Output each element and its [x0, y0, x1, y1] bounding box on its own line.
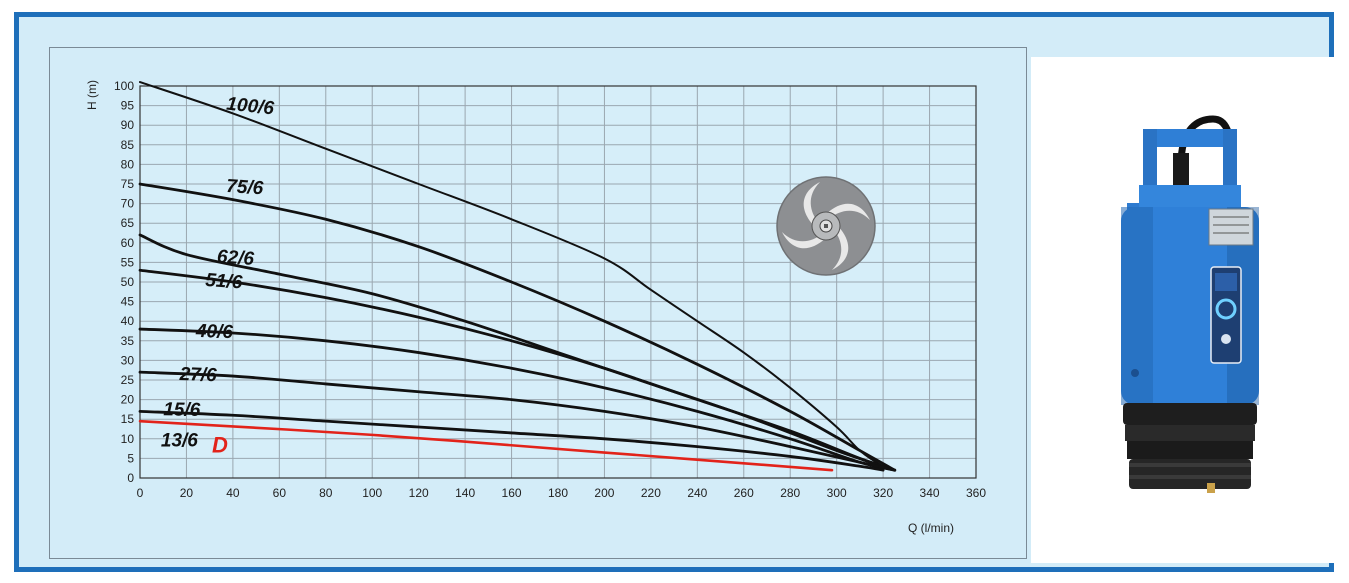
x-tick-label: 360	[966, 486, 986, 500]
pump-curve-chart: 0 20 40 60 80 100 120 140 160 180 200 220 240 260 280 3…	[85, 79, 986, 535]
x-tick-label: 240	[687, 486, 707, 500]
x-tick-label: 20	[180, 486, 194, 500]
curve-labels: 100/6 75/6 62/651/6 40/6 27/6 15/6 13/6 D	[161, 94, 275, 458]
curve-13-6	[138, 419, 834, 472]
curves	[138, 81, 897, 472]
impeller-illustration	[776, 176, 876, 276]
x-tick-label: 120	[409, 486, 429, 500]
ticks: 0 20 40 60 80 100 120 140 160 180 200 220 240 260 280 3…	[114, 79, 986, 500]
y-tick-label: 70	[121, 197, 135, 211]
y-tick-label: 100	[114, 79, 134, 93]
curve-75-6	[138, 182, 897, 472]
y-tick-label: 95	[121, 99, 135, 113]
y-tick-label: 80	[121, 157, 135, 171]
y-tick-label: 10	[121, 432, 135, 446]
y-tick-label: 85	[121, 138, 135, 152]
y-tick-label: 55	[121, 255, 135, 269]
pump-photo-panel	[1031, 57, 1341, 563]
y-tick-label: 50	[121, 275, 135, 289]
x-tick-label: 180	[548, 486, 568, 500]
submersible-pump-photo	[1121, 115, 1259, 493]
curve-51-6	[138, 268, 897, 472]
x-tick-label: 220	[641, 486, 661, 500]
curve-label-40-6: 40/6	[195, 321, 234, 343]
curve-label-13-6: 13/6	[161, 431, 198, 452]
x-tick-label: 260	[734, 486, 754, 500]
curve-27-6	[138, 370, 897, 472]
curve-40-6	[138, 327, 897, 472]
chart-panel: 0 20 40 60 80 100 120 140 160 180 200 220 240 260 280 3…	[49, 47, 1027, 559]
y-tick-label: 75	[121, 177, 135, 191]
curve-15-6	[138, 409, 885, 472]
x-tick-label: 0	[137, 486, 144, 500]
x-tick-label: 40	[226, 486, 240, 500]
curve-label-62-6: 62/6	[216, 246, 255, 270]
y-tick-label: 25	[121, 373, 135, 387]
y-tick-label: 90	[121, 118, 135, 132]
x-tick-label: 320	[873, 486, 893, 500]
x-tick-label: 80	[319, 486, 333, 500]
x-tick-label: 140	[455, 486, 475, 500]
grid	[139, 85, 977, 479]
curve-d-label: D	[212, 433, 228, 458]
y-tick-label: 30	[121, 353, 135, 367]
y-tick-label: 5	[127, 451, 134, 465]
x-tick-label: 160	[502, 486, 522, 500]
x-tick-label: 60	[273, 486, 287, 500]
x-axis-title: Q (l/min)	[908, 521, 954, 535]
y-tick-label: 20	[121, 393, 135, 407]
curve-label-15-6: 15/6	[163, 399, 201, 421]
y-tick-label: 0	[127, 471, 134, 485]
y-tick-label: 60	[121, 236, 135, 250]
y-tick-label: 65	[121, 216, 135, 230]
curve-label-100-6: 100/6	[225, 94, 275, 120]
figure-frame: 0 20 40 60 80 100 120 140 160 180 200 220 240 260 280 3…	[14, 12, 1341, 572]
y-tick-label: 35	[121, 334, 135, 348]
x-tick-label: 100	[362, 486, 382, 500]
x-tick-label: 340	[920, 486, 940, 500]
x-tick-label: 300	[827, 486, 847, 500]
y-tick-label: 15	[121, 412, 135, 426]
curve-label-27-6: 27/6	[178, 364, 217, 386]
curve-62-6	[138, 233, 897, 472]
y-tick-label: 40	[121, 314, 135, 328]
curve-100-6	[139, 81, 896, 472]
curve-label-75-6: 75/6	[226, 176, 265, 200]
x-tick-label: 280	[780, 486, 800, 500]
y-axis-title: H (m)	[85, 80, 99, 110]
x-tick-label: 200	[594, 486, 614, 500]
y-tick-label: 45	[121, 295, 135, 309]
curve-label-51-6: 51/6	[205, 270, 244, 294]
